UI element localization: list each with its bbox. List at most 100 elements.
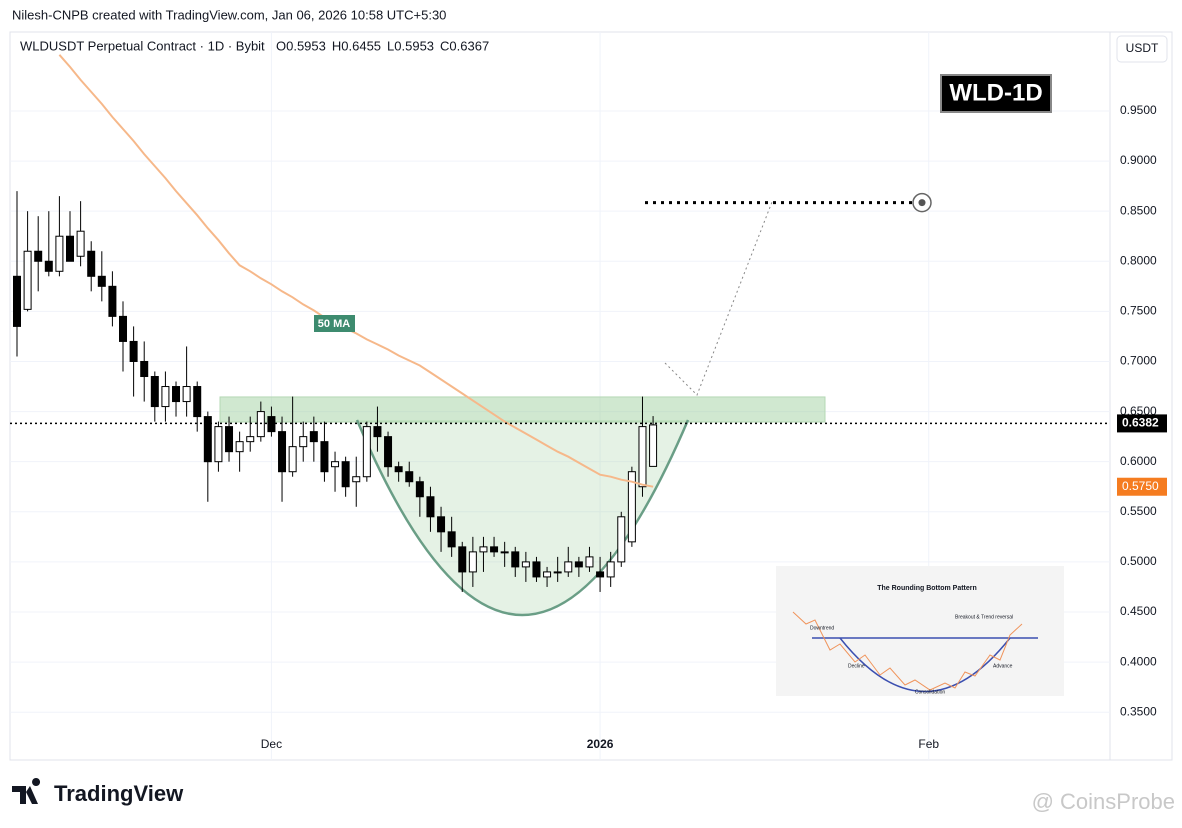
projection-path bbox=[664, 201, 773, 396]
candle-body bbox=[437, 516, 446, 533]
inset-label: Consolidation bbox=[915, 689, 946, 695]
candle-body bbox=[479, 546, 488, 553]
candle-body bbox=[511, 551, 520, 568]
inset-price bbox=[792, 611, 1023, 691]
candle-body bbox=[203, 416, 212, 463]
candle-body bbox=[553, 571, 562, 574]
candle-body bbox=[87, 250, 96, 277]
x-tick-label: Feb bbox=[918, 737, 939, 751]
candle-body bbox=[320, 441, 329, 473]
y-tick-label: 0.3500 bbox=[1120, 704, 1157, 718]
watermark: @ CoinsProbe bbox=[1032, 789, 1175, 814]
candle-body bbox=[521, 561, 530, 568]
ma-price-box bbox=[1117, 477, 1167, 496]
candle-body bbox=[617, 516, 626, 563]
candle-body bbox=[447, 531, 456, 548]
candle-body bbox=[405, 471, 414, 483]
logo-mark bbox=[12, 778, 41, 804]
inset-title: The Rounding Bottom Pattern bbox=[877, 585, 977, 592]
candle-body bbox=[214, 426, 223, 463]
last-price-label: 0.6382 bbox=[1122, 416, 1159, 430]
y-tick-label: 0.4000 bbox=[1120, 654, 1157, 668]
candle-body bbox=[108, 285, 117, 317]
ma-line bbox=[58, 54, 654, 488]
candle-body bbox=[331, 461, 340, 468]
candle-body bbox=[458, 546, 467, 573]
ohlc-value: O0.5953 bbox=[276, 38, 326, 53]
candle-body bbox=[119, 315, 128, 342]
candle-body bbox=[12, 275, 21, 327]
ohlc-value: L0.5953 bbox=[387, 38, 434, 53]
y-tick-label: 0.7000 bbox=[1120, 354, 1157, 368]
candle-body bbox=[193, 386, 202, 418]
candle-body bbox=[225, 426, 234, 453]
inset: The Rounding Bottom Pattern Downtrend Br… bbox=[776, 566, 1064, 696]
candle-body bbox=[23, 250, 32, 310]
y-tick-label: 0.5000 bbox=[1120, 554, 1157, 568]
candle-body bbox=[97, 275, 106, 287]
candle-body bbox=[362, 426, 371, 478]
candle-body bbox=[606, 561, 615, 578]
candle-body bbox=[415, 481, 424, 498]
last-price-box bbox=[1117, 414, 1167, 433]
ohlc-value: C0.6367 bbox=[440, 38, 489, 53]
candle-body bbox=[66, 235, 75, 262]
symbol: WLDUSDT Perpetual Contract · 1D · Bybit bbox=[20, 38, 265, 53]
candle-body bbox=[246, 436, 255, 443]
inset-label: Decline bbox=[848, 663, 865, 669]
x-tick-label: Dec bbox=[261, 737, 282, 751]
ma-label-box bbox=[314, 315, 355, 332]
target-dot bbox=[918, 199, 926, 207]
logo: TradingView bbox=[12, 778, 184, 806]
candle-body bbox=[585, 556, 594, 568]
candle-body bbox=[235, 441, 244, 453]
badge-box bbox=[940, 74, 1052, 113]
candle-body bbox=[34, 250, 43, 262]
y-tick-label: 0.9500 bbox=[1120, 103, 1157, 117]
candle-body bbox=[426, 496, 435, 518]
candle-body bbox=[574, 561, 583, 568]
candle-body bbox=[129, 340, 138, 362]
candle-body bbox=[564, 561, 573, 573]
rounding-bottom bbox=[355, 419, 690, 617]
candle-body bbox=[468, 551, 477, 573]
inset-bg bbox=[776, 566, 1064, 696]
candle-body bbox=[384, 436, 393, 468]
y-tick-label: 0.4500 bbox=[1120, 604, 1157, 618]
candle-body bbox=[76, 230, 85, 257]
currency-box bbox=[1116, 35, 1168, 63]
candle-body bbox=[278, 431, 287, 473]
y-tick-label: 0.6500 bbox=[1120, 404, 1157, 418]
inset-label: Downtrend bbox=[810, 625, 834, 631]
inset-label: Breakout & Trend reversal bbox=[955, 614, 1013, 620]
x-tick-label: 2026 bbox=[587, 737, 614, 751]
y-tick-label: 0.7500 bbox=[1120, 304, 1157, 318]
candle-body bbox=[161, 386, 170, 408]
y-tick-label: 0.8500 bbox=[1120, 203, 1157, 217]
candle-body bbox=[299, 436, 308, 448]
inset-label: Advance bbox=[993, 663, 1013, 669]
candle-body bbox=[649, 424, 658, 467]
candle-body bbox=[596, 571, 605, 578]
y-tick-label: 0.8000 bbox=[1120, 253, 1157, 267]
ohlc-value: H0.6455 bbox=[332, 38, 381, 53]
candle-body bbox=[373, 426, 382, 438]
ma-price-label: 0.5750 bbox=[1122, 479, 1159, 493]
candle-body bbox=[500, 551, 509, 554]
inset-curve bbox=[839, 637, 1011, 693]
y-tick-label: 0.9000 bbox=[1120, 153, 1157, 167]
candle-body bbox=[309, 431, 318, 443]
candle-body bbox=[341, 461, 350, 488]
badge: WLD-1D bbox=[949, 79, 1042, 106]
currency: USDT bbox=[1126, 41, 1159, 55]
candle-body bbox=[172, 386, 181, 403]
candle-body bbox=[140, 360, 149, 378]
credit: Nilesh-CNPB created with TradingView.com… bbox=[12, 7, 446, 22]
candle-body bbox=[288, 446, 297, 473]
candle-body bbox=[55, 235, 64, 272]
candle-body bbox=[627, 471, 636, 543]
candle-body bbox=[638, 426, 647, 488]
candle-body bbox=[150, 376, 159, 408]
